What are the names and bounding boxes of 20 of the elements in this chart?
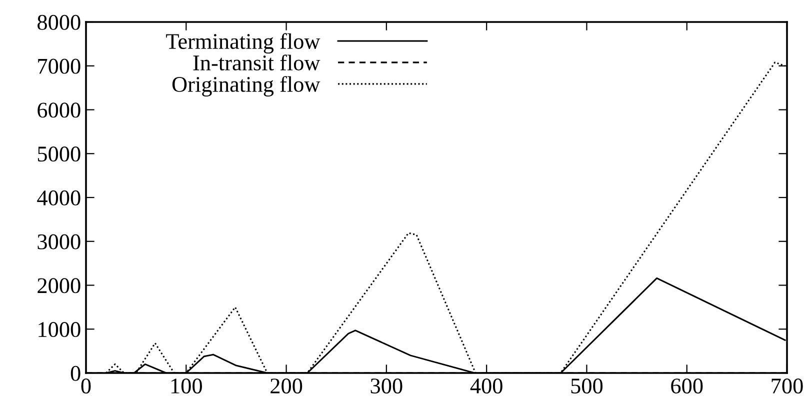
y-tick-label: 3000 — [38, 234, 80, 250]
x-tick-label: 400 — [470, 378, 502, 394]
x-tick-label: 600 — [671, 378, 703, 394]
x-tick-label: 500 — [571, 378, 603, 394]
x-tick-label: 100 — [171, 378, 202, 394]
x-tick-label: 700 — [772, 378, 803, 394]
y-tick-label: 8000 — [38, 14, 80, 30]
y-tick-label: 1000 — [38, 322, 80, 338]
y-tick-label: 4000 — [37, 190, 80, 206]
y-tick-label: 7000 — [38, 58, 80, 74]
y-tick-label: 2000 — [38, 278, 80, 294]
x-tick-label: 300 — [370, 378, 402, 394]
y-tick-label: 5000 — [38, 146, 80, 162]
x-tick-label: 0 — [81, 378, 91, 394]
legend-label: Originating flow — [172, 76, 320, 97]
y-tick-label: 6000 — [38, 102, 80, 118]
legend-label: Terminating flow — [166, 33, 320, 54]
y-tick-label: 0 — [70, 366, 80, 381]
x-tick-label: 200 — [270, 378, 302, 394]
legend-label: In-transit flow — [193, 54, 320, 70]
